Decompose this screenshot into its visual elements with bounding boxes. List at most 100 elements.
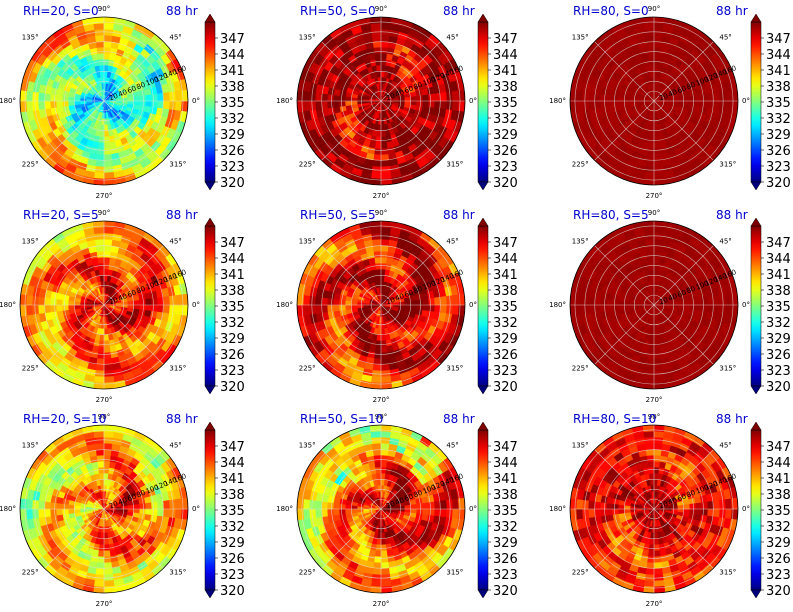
angle-tick-label: 270° <box>96 396 113 404</box>
angle-tick-label: 45° <box>169 34 181 42</box>
colorbar-tick-label: 329 <box>493 536 518 551</box>
angle-tick-label: 225° <box>299 568 316 576</box>
radial-tick-label: 20 <box>385 500 396 511</box>
angle-tick-label: 90° <box>648 209 660 217</box>
colorbar-tick-label: 335 <box>493 300 518 315</box>
angle-tick-label: 0° <box>192 97 200 105</box>
angle-tick-label: 0° <box>469 505 477 513</box>
colorbar-tick-label: 326 <box>220 348 245 363</box>
colorbar-extend-max <box>477 13 489 23</box>
colorbar-tick-label: 326 <box>493 144 518 159</box>
radial-tick-label: 80 <box>135 489 146 500</box>
radial-tick-label: 40 <box>667 292 678 303</box>
colorbar-tick-label: 344 <box>493 252 518 267</box>
radial-tick-label: 20 <box>385 296 396 307</box>
angle-tick-label: 0° <box>742 301 750 309</box>
colorbar-tick-label: 335 <box>220 300 245 315</box>
colorbar-extend-min <box>750 589 762 599</box>
angle-tick-label: 270° <box>96 192 113 200</box>
polar-panel: 2040608010012014016090°45°0°315°270°225°… <box>549 412 750 608</box>
colorbar-tick-label: 335 <box>493 96 518 111</box>
colorbar-tick-label: 338 <box>220 488 245 503</box>
angle-tick-label: 135° <box>572 34 589 42</box>
panel-time-label: 88 hr <box>166 4 198 18</box>
colorbar-tick-label: 320 <box>493 176 518 191</box>
angle-tick-label: 0° <box>192 301 200 309</box>
colorbar-tick-label: 332 <box>220 112 245 127</box>
angle-tick-label: 135° <box>22 442 39 450</box>
polar-grid <box>20 221 188 389</box>
angle-tick-label: 135° <box>572 238 589 246</box>
polar-panel: 2040608010012014016090°45°0°315°270°225°… <box>276 208 477 404</box>
polar-grid <box>20 17 188 185</box>
colorbar-tick-label: 338 <box>493 284 518 299</box>
colorbar-tick-label: 347 <box>766 32 791 47</box>
radial-tick-label: 40 <box>394 292 405 303</box>
colorbar-extend-min <box>204 589 216 599</box>
radial-tick-label: 20 <box>658 500 669 511</box>
colorbar-tick-label: 326 <box>493 552 518 567</box>
radial-tick-label: 80 <box>685 285 696 296</box>
polar-frame <box>19 220 189 390</box>
colorbar-extend-max <box>204 217 216 227</box>
angle-tick-label: 180° <box>549 505 566 513</box>
angle-tick-label: 180° <box>549 301 566 309</box>
colorbar-tick-label: 329 <box>220 128 245 143</box>
colorbar-tick-label: 332 <box>493 112 518 127</box>
polar-grid <box>20 425 188 593</box>
angle-tick-label: 270° <box>646 396 663 404</box>
angle-tick-label: 315° <box>719 568 736 576</box>
colorbar-tick-label: 320 <box>220 584 245 599</box>
angle-tick-label: 315° <box>446 568 463 576</box>
colorbar-tick-label: 344 <box>220 456 245 471</box>
radial-tick-label: 20 <box>658 296 669 307</box>
polar-panel: 2040608010012014016090°45°0°315°270°225°… <box>549 4 750 200</box>
angle-tick-label: 180° <box>276 301 293 309</box>
colorbar-tick-label: 329 <box>493 128 518 143</box>
heatmap-field <box>570 221 738 389</box>
polar-grid <box>570 17 738 185</box>
colorbar-tick-label: 338 <box>766 284 791 299</box>
colorbar-tick-label: 341 <box>220 64 245 79</box>
angle-tick-label: 270° <box>373 192 390 200</box>
polar-panel: 2040608010012014016090°45°0°315°270°225°… <box>276 4 477 200</box>
colorbar-extend-max <box>204 421 216 431</box>
colorbar-tick-label: 320 <box>766 584 791 599</box>
angle-tick-label: 135° <box>22 238 39 246</box>
angle-tick-label: 0° <box>742 505 750 513</box>
angle-tick-label: 315° <box>169 568 186 576</box>
panel-time-label: 88 hr <box>443 412 475 426</box>
polar-panel: 2040608010012014016090°45°0°315°270°225°… <box>276 412 477 608</box>
colorbar-tick-label: 329 <box>766 128 791 143</box>
colorbar-extend-min <box>204 385 216 395</box>
angle-tick-label: 135° <box>22 34 39 42</box>
angle-tick-label: 90° <box>375 209 387 217</box>
colorbar-tick-label: 326 <box>766 552 791 567</box>
colorbar-tick-label: 335 <box>220 96 245 111</box>
panel-time-label: 88 hr <box>716 412 748 426</box>
polar-frame <box>296 16 466 186</box>
angle-tick-label: 90° <box>98 5 110 13</box>
polar-frame <box>19 16 189 186</box>
angle-tick-label: 45° <box>719 442 731 450</box>
radial-tick-label: 60 <box>403 288 414 299</box>
radial-tick-label: 60 <box>676 84 687 95</box>
heatmap-field <box>297 221 465 389</box>
panel-time-label: 88 hr <box>443 208 475 222</box>
radial-tick-label: 80 <box>412 285 423 296</box>
angle-tick-label: 270° <box>646 192 663 200</box>
colorbar-tick-label: 347 <box>220 236 245 251</box>
polar-panel: 2040608010012014016090°45°0°315°270°225°… <box>0 208 200 404</box>
panel-title: RH=50, S=5 <box>300 208 376 222</box>
colorbar-tick-label: 332 <box>766 520 791 535</box>
angle-tick-label: 90° <box>98 413 110 421</box>
radial-tick-label: 20 <box>108 500 119 511</box>
colorbar-tick-label: 335 <box>493 504 518 519</box>
colorbar-extend-max <box>750 217 762 227</box>
panel-time-label: 88 hr <box>443 4 475 18</box>
colorbar-extend-min <box>750 385 762 395</box>
